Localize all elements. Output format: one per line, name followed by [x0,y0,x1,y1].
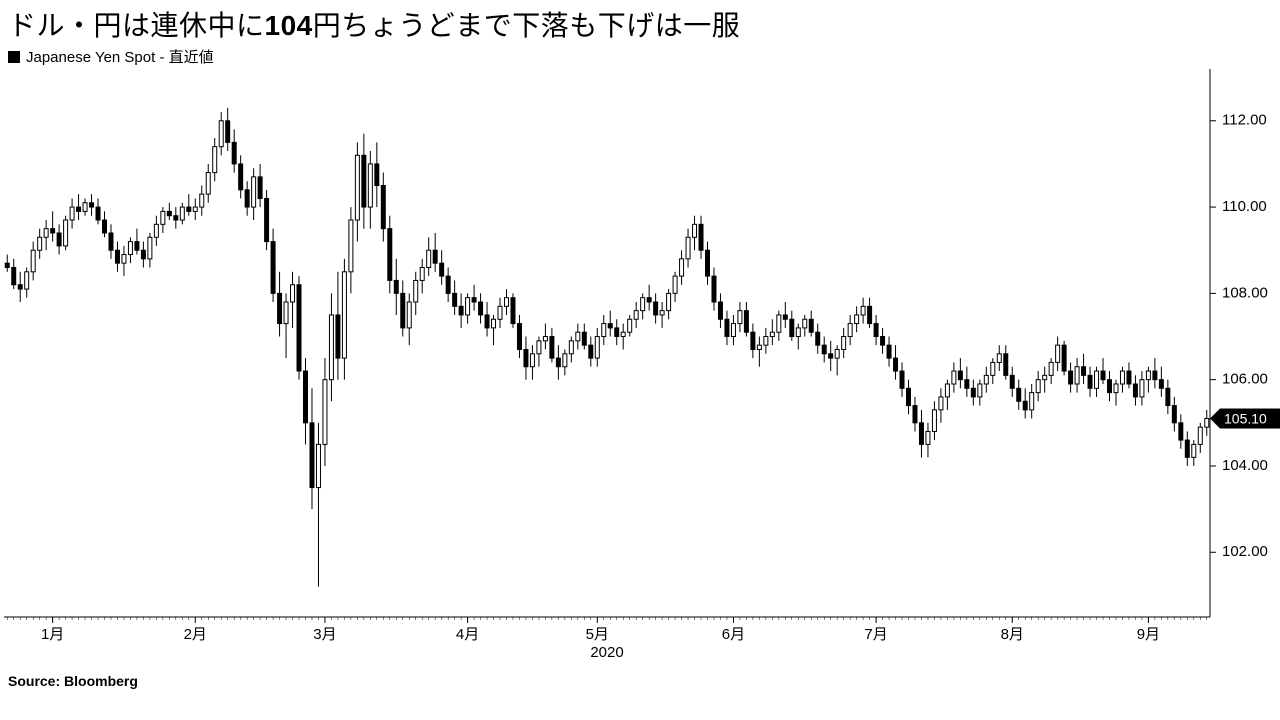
svg-text:105.10: 105.10 [1224,411,1267,427]
candlestick-chart: 102.00 104.00 106.00 108.00 110.00 112.00 1月 2月… [0,69,1280,669]
chart-area: 102.00 104.00 106.00 108.00 110.00 112.00 1月 2月… [0,69,1280,669]
svg-text:4月: 4月 [456,626,479,643]
svg-text:7月: 7月 [864,626,887,643]
legend-swatch-icon [8,51,20,63]
svg-text:104.00: 104.00 [1222,457,1268,474]
svg-text:6月: 6月 [722,626,745,643]
svg-text:108.00: 108.00 [1222,284,1268,301]
svg-text:9月: 9月 [1137,626,1160,643]
svg-text:2月: 2月 [184,626,207,643]
legend-label: Japanese Yen Spot - 直近値 [26,46,214,67]
title-bold: 104 [265,10,313,41]
title-suffix: 円ちょうどまで下落も下げは一服 [313,10,741,41]
svg-text:3月: 3月 [313,626,336,643]
svg-text:110.00: 110.00 [1222,198,1267,215]
svg-text:1月: 1月 [41,626,64,643]
chart-title: ドル・円は連休中に104円ちょうどまで下落も下げは一服 [0,0,1280,44]
title-prefix: ドル・円は連休中に [8,10,265,41]
svg-text:112.00: 112.00 [1222,112,1267,129]
svg-text:2020: 2020 [590,644,623,661]
source-label: Source: Bloomberg [0,669,1280,693]
svg-text:8月: 8月 [1001,626,1024,643]
svg-text:106.00: 106.00 [1222,371,1268,388]
legend: Japanese Yen Spot - 直近値 [0,44,1280,69]
svg-text:102.00: 102.00 [1222,543,1268,560]
svg-text:5月: 5月 [586,626,609,643]
